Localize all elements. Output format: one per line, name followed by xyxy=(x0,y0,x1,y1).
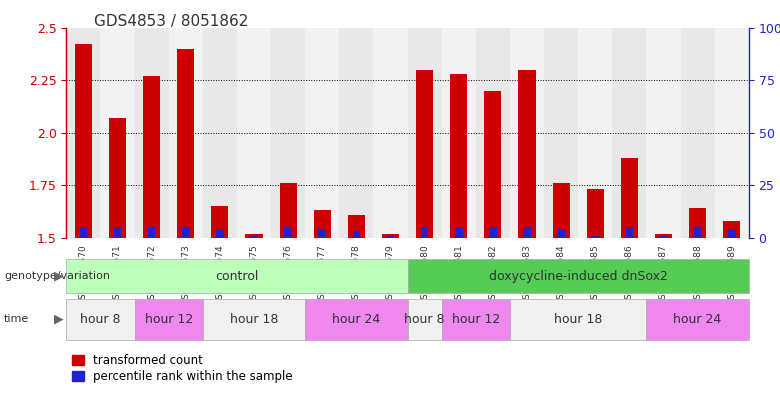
Text: time: time xyxy=(4,314,29,324)
Bar xyxy=(510,299,647,340)
Bar xyxy=(626,227,633,238)
Bar xyxy=(728,230,736,238)
Bar xyxy=(612,28,647,238)
Bar xyxy=(237,28,271,238)
Bar xyxy=(587,189,604,238)
Bar xyxy=(203,28,237,238)
Legend: transformed count, percentile rank within the sample: transformed count, percentile rank withi… xyxy=(73,354,293,383)
Bar xyxy=(416,70,433,238)
Bar xyxy=(578,28,612,238)
Bar xyxy=(353,231,360,238)
Bar xyxy=(621,158,638,238)
Bar xyxy=(66,299,135,340)
Text: hour 18: hour 18 xyxy=(230,313,278,326)
Bar xyxy=(382,233,399,238)
Bar xyxy=(387,236,395,238)
Bar xyxy=(203,299,305,340)
Bar xyxy=(455,227,463,238)
Bar xyxy=(476,28,510,238)
Bar xyxy=(689,208,706,238)
Bar xyxy=(510,28,544,238)
Bar xyxy=(680,28,714,238)
Bar xyxy=(305,299,407,340)
Bar xyxy=(109,118,126,238)
Bar xyxy=(557,230,565,238)
Bar xyxy=(441,28,476,238)
Bar xyxy=(647,28,680,238)
Text: doxycycline-induced dnSox2: doxycycline-induced dnSox2 xyxy=(489,270,668,283)
Bar xyxy=(101,28,135,238)
Bar xyxy=(147,227,155,238)
Text: hour 18: hour 18 xyxy=(554,313,602,326)
Bar xyxy=(211,206,229,238)
Text: ▶: ▶ xyxy=(55,270,64,283)
Bar xyxy=(339,28,374,238)
Text: control: control xyxy=(215,270,259,283)
Bar xyxy=(114,227,122,238)
Bar xyxy=(143,76,160,238)
Bar xyxy=(314,210,331,238)
Bar xyxy=(714,28,749,238)
Bar xyxy=(523,227,531,238)
Bar xyxy=(723,221,740,238)
Text: GDS4853 / 8051862: GDS4853 / 8051862 xyxy=(94,14,249,29)
Text: genotype/variation: genotype/variation xyxy=(4,271,110,281)
Bar xyxy=(407,299,441,340)
Bar xyxy=(135,299,203,340)
Bar xyxy=(374,28,407,238)
Bar xyxy=(552,183,569,238)
Bar xyxy=(318,230,326,238)
Bar xyxy=(66,259,407,293)
Bar xyxy=(647,299,749,340)
Bar xyxy=(407,259,749,293)
Bar xyxy=(246,233,263,238)
Bar xyxy=(519,70,536,238)
Bar xyxy=(250,236,258,238)
Bar xyxy=(305,28,339,238)
Bar xyxy=(75,44,92,238)
Text: ▶: ▶ xyxy=(55,313,64,326)
Text: hour 12: hour 12 xyxy=(144,313,193,326)
Text: hour 12: hour 12 xyxy=(452,313,500,326)
Bar xyxy=(135,28,168,238)
Bar xyxy=(279,183,296,238)
Bar xyxy=(284,227,292,238)
Text: hour 8: hour 8 xyxy=(404,313,445,326)
Bar xyxy=(271,28,305,238)
Bar xyxy=(66,28,101,238)
Bar xyxy=(182,227,190,238)
Text: hour 8: hour 8 xyxy=(80,313,121,326)
Bar xyxy=(544,28,578,238)
Bar xyxy=(80,227,87,238)
Bar xyxy=(348,215,365,238)
Bar xyxy=(216,230,224,238)
Bar xyxy=(591,236,599,238)
Bar xyxy=(441,299,510,340)
Bar xyxy=(489,227,497,238)
Bar xyxy=(168,28,203,238)
Bar xyxy=(655,233,672,238)
Bar xyxy=(420,227,428,238)
Text: hour 24: hour 24 xyxy=(332,313,381,326)
Bar xyxy=(407,28,441,238)
Bar xyxy=(450,74,467,238)
Bar xyxy=(660,236,668,238)
Bar xyxy=(177,48,194,238)
Text: hour 24: hour 24 xyxy=(673,313,722,326)
Bar xyxy=(484,90,502,238)
Bar xyxy=(693,227,701,238)
